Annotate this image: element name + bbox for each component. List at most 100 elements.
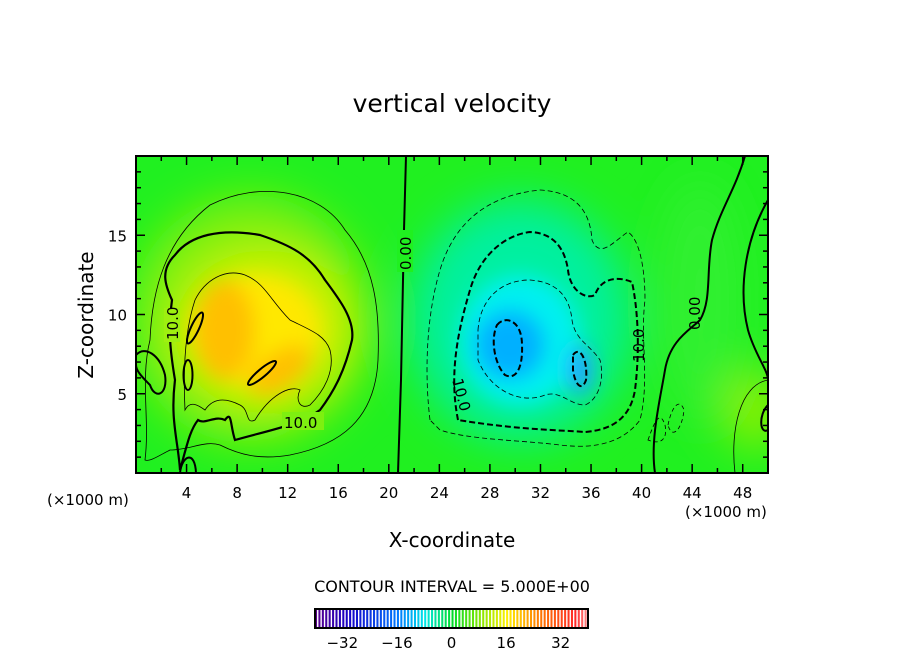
colorbar-band: [502, 609, 505, 628]
colorbar-band: [386, 609, 389, 628]
x-tick-label: 16: [329, 484, 348, 502]
contour-neg10: [453, 230, 639, 434]
x-tick-label: 12: [278, 484, 297, 502]
colorbar-band: [325, 609, 328, 628]
contour-0-right: [652, 156, 746, 473]
colorbar-band: [448, 609, 451, 628]
colorbar-band: [383, 609, 386, 628]
contour-0: [397, 156, 407, 473]
contour-neg15: [477, 279, 602, 406]
colorbar-band: [338, 609, 341, 628]
colorbar-band: [536, 609, 539, 628]
contour-0-left: [136, 350, 167, 395]
colorbar-frame: [314, 608, 589, 629]
colorbar-band: [355, 609, 358, 628]
contour-label: 10.0: [164, 307, 182, 340]
colorbar-band: [434, 609, 437, 628]
y-axis-label: Z-coordinate: [74, 251, 98, 378]
colorbar-band: [407, 609, 410, 628]
colorbar-band: [345, 609, 348, 628]
x-tick-label: 32: [531, 484, 550, 502]
colorbar-band: [417, 609, 420, 628]
colorbar-band: [349, 609, 352, 628]
chart-title: vertical velocity: [353, 89, 552, 118]
colorbar-band: [413, 609, 417, 628]
colorbar-band: [471, 609, 475, 628]
colorbar-band: [560, 609, 563, 628]
colorbar-band: [444, 609, 447, 628]
colorbar-band: [451, 609, 454, 628]
x-tick-label: 20: [379, 484, 398, 502]
colorbar-band: [547, 609, 550, 628]
colorbar-tick-label: −16: [381, 634, 413, 652]
colorbar-tick-label: 32: [551, 634, 570, 652]
colorbar-band: [393, 609, 396, 628]
colorbar-band: [584, 609, 587, 628]
contour-15: [183, 272, 332, 422]
colorbar-band: [495, 609, 498, 628]
colorbar-band: [574, 609, 577, 628]
y-tick-label: 10: [108, 307, 127, 325]
y-tick-label: 5: [117, 386, 127, 404]
colorbar-band: [403, 609, 406, 628]
colorbar-tick-label: −32: [326, 634, 358, 652]
colorbar-band: [509, 609, 512, 628]
colorbar-band: [581, 609, 584, 628]
colorbar-band: [557, 609, 560, 628]
colorbar-band: [567, 609, 570, 628]
x-tick-label: 8: [232, 484, 242, 502]
colorbar-band: [475, 609, 478, 628]
colorbar-band: [441, 609, 444, 628]
colorbar-band: [454, 609, 457, 628]
colorbar-band: [379, 609, 382, 628]
colorbar-band: [315, 609, 318, 628]
colorbar-band: [465, 609, 468, 628]
colorbar-band: [468, 609, 471, 628]
contour-label: 0.00: [397, 237, 415, 270]
colorbar-band: [461, 609, 464, 628]
contour-label: 10.0: [284, 414, 317, 432]
colorbar-band: [390, 609, 393, 628]
x-tick-label: 4: [182, 484, 192, 502]
colorbar-band: [437, 609, 440, 628]
colorbar-band: [543, 609, 546, 628]
colorbar-band: [424, 609, 427, 628]
contour-labels: 0.00 10.0 10.0 10.0 10.0 0.00: [164, 230, 704, 432]
colorbar-band: [489, 609, 492, 628]
y-unit-label: (×1000 m): [47, 491, 129, 509]
colorbar-band: [359, 609, 362, 628]
x-tick-label: 36: [581, 484, 600, 502]
contour-label: 10.0: [630, 329, 648, 362]
colorbar-band: [519, 609, 522, 628]
colorbar-band: [512, 609, 515, 628]
x-tick-label: 40: [632, 484, 651, 502]
colorbar-band: [526, 609, 529, 628]
colorbar-band: [366, 609, 369, 628]
colorbar-band: [431, 609, 434, 628]
colorbar-band: [332, 609, 335, 628]
colorbar-band: [478, 609, 481, 628]
colorbar-band: [458, 609, 461, 628]
x-tick-label: 24: [430, 484, 449, 502]
colorbar-band: [318, 609, 321, 628]
colorbar-band: [420, 609, 423, 628]
x-tick-label: 28: [480, 484, 499, 502]
colorbar-band: [376, 609, 379, 628]
colorbar-tick-label: 0: [447, 634, 457, 652]
colorbar-tick-label: 16: [497, 634, 516, 652]
x-axis-label: X-coordinate: [389, 528, 516, 552]
colorbar-band: [499, 609, 502, 628]
colorbar-band: [335, 609, 338, 628]
x-tick-label: 48: [733, 484, 752, 502]
colorbar-band: [482, 609, 485, 628]
colorbar-band: [362, 609, 365, 628]
colorbar-band: [400, 609, 403, 628]
colorbar-band: [529, 609, 533, 628]
colorbar-band: [553, 609, 556, 628]
colorbar-band: [570, 609, 573, 628]
x-unit-label: (×1000 m): [685, 503, 767, 521]
contour-lines: [136, 156, 768, 473]
colorbar-band: [577, 609, 580, 628]
